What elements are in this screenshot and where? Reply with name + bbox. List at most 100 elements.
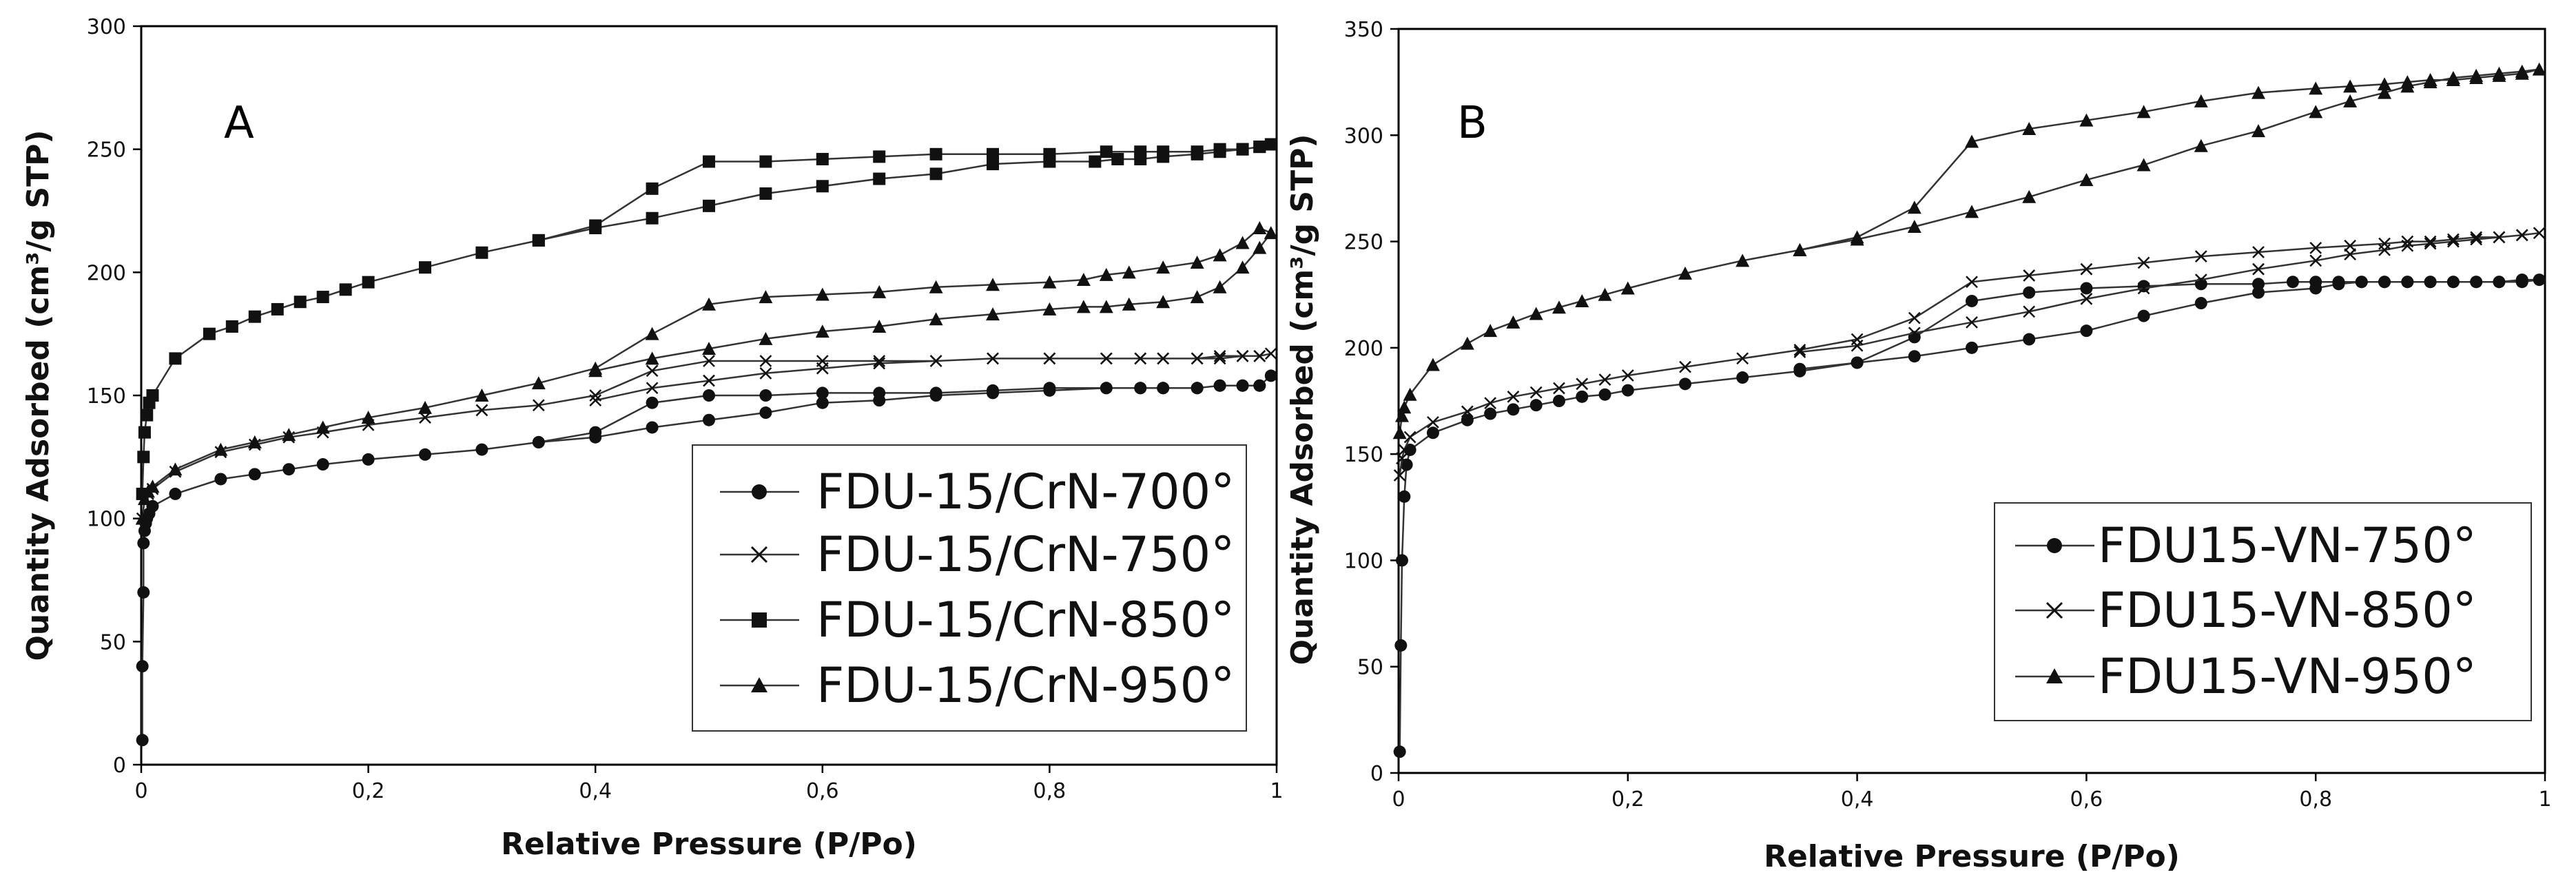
panel-b-series-0-point <box>1398 490 1411 503</box>
panel-a-series-2-point <box>532 234 545 247</box>
panel-a-series-3-point <box>645 327 659 340</box>
panel-a-legend: FDU-15/CrN-700° FDU-15/CrN-750° FDU-15/C… <box>692 444 1247 732</box>
panel-a-series-0-point <box>703 389 715 402</box>
panel-a-series-1-line <box>141 353 1272 519</box>
panel-b-series-0-point <box>1393 745 1406 758</box>
panel-a-x-axis-title: Relative Pressure (P/Po) <box>501 827 917 862</box>
panel-b-series-1-point <box>2401 235 2414 248</box>
panel-a-series-0-point <box>759 406 772 420</box>
panel-b-series-1-point <box>2424 237 2437 250</box>
panel-a-series-3-point <box>531 376 546 390</box>
legend-b-label-850: FDU15-VN-850° <box>2098 582 2477 639</box>
panel-a-series-2-point <box>419 261 431 274</box>
panel-a-series-3-point <box>1076 273 1091 287</box>
panel-b-y-tick-label: 150 <box>1344 443 1383 467</box>
panel-b-series-0-point <box>2424 276 2437 289</box>
panel-a-series-2-point <box>339 283 352 296</box>
legend-b-label-950: FDU15-VN-950° <box>2098 648 2477 705</box>
panel-a-series-3-point <box>588 364 603 378</box>
panel-b-series-1-point <box>2446 233 2460 246</box>
panel-b-series-1-point <box>1427 415 1439 428</box>
panel-a-series-0-point <box>1134 382 1147 395</box>
panel-a-y-tick-label: 150 <box>87 384 126 409</box>
panel-a-series-3-point <box>316 420 330 434</box>
panel-b-x-axis-title: Relative Pressure (P/Po) <box>1764 839 2180 874</box>
panel-b-series-0-point <box>2401 276 2414 289</box>
panel-a-x-tick-label: 0,8 <box>1033 779 1067 803</box>
panel-b-series-0-point <box>1552 395 1565 407</box>
panel-b-series-2-point <box>1552 300 1566 314</box>
panel-b-series-0-point <box>1793 362 1806 375</box>
panel-a-series-2-point <box>759 187 772 200</box>
panel-b-series-2-point <box>2309 81 2323 95</box>
panel-a-series-3-point <box>1156 295 1171 309</box>
panel-b-series-2-point <box>2194 94 2208 107</box>
panel-b-series-0-point <box>2515 276 2528 289</box>
panel-a-series-3-point <box>361 411 375 424</box>
panel-a-series-2-point <box>293 296 307 309</box>
panel-a-series-2-point <box>1089 155 1102 168</box>
panel-a-series-0-point <box>1100 382 1113 395</box>
panel-a-y-tick-label: 50 <box>100 630 126 654</box>
panel-a-series-0-point <box>1236 379 1249 392</box>
panel-a-series-2-point <box>225 320 238 333</box>
panel-b-series-2-point <box>1598 287 1612 301</box>
panel-b-series-1-point <box>1851 339 1864 352</box>
panel-a-series-2-point <box>873 150 886 163</box>
panel-a-series-0-point <box>646 421 659 434</box>
panel-a-series-3-point <box>872 319 887 333</box>
panel-b-series-0-point <box>2137 280 2150 293</box>
panel-b-series-1-point <box>1793 346 1806 358</box>
legend-b-marker-950 <box>2046 668 2063 683</box>
panel-a-series-3-line <box>141 227 1272 519</box>
panel-b-series-1-point <box>2080 262 2093 276</box>
panel-b-series-1-point <box>2446 235 2460 248</box>
panel-a-series-2-point <box>589 222 602 235</box>
panel-b-series-1-point <box>1679 360 1691 373</box>
panel-b-series-0-point <box>1461 413 1474 426</box>
panel-b-y-tick-label: 350 <box>1344 18 1383 42</box>
panel-b-series-2-point <box>1907 219 1921 233</box>
panel-b-series-2-line <box>1399 68 2540 433</box>
panel-a-series-0-point <box>419 448 431 461</box>
panel-a-series-3-point <box>702 297 716 311</box>
legend-a-marker-700 <box>752 484 767 499</box>
panel-a-series-2-point <box>1191 147 1204 161</box>
panel-a-series-1-point <box>646 382 659 395</box>
panel-a-series-3-point <box>475 389 489 402</box>
panel-a-series-3-point <box>1042 275 1057 289</box>
panel-b-series-0-point <box>1851 356 1864 369</box>
panel-b-series-2-point <box>2252 85 2265 99</box>
panel-b-series-2-point <box>2400 79 2415 93</box>
panel-b-series-1-point <box>1484 397 1497 409</box>
panel-a-series-1-point <box>1043 352 1056 365</box>
panel-b-series-1-point <box>2252 246 2265 258</box>
panel-b-series-2-point <box>1397 400 1412 414</box>
panel-b-series-1-line <box>1399 231 2540 476</box>
panel-b-series-2-point <box>1850 232 1864 246</box>
panel-b-series-2-point <box>1678 266 1692 280</box>
panel-b-series-1-point <box>2137 282 2150 295</box>
panel-a-series-1-point <box>1213 352 1226 365</box>
panel-b-series-2-point <box>2194 138 2208 152</box>
panel-a-series-3-point <box>986 307 1000 321</box>
panel-a-series-3-point <box>759 290 773 304</box>
panel-a-series-0-point <box>646 396 659 409</box>
panel-a-series-0-point <box>873 394 886 407</box>
panel-b-series-0-point <box>2023 333 2036 346</box>
panel-a-series-2-point <box>1264 138 1277 151</box>
panel-b-series-2-point <box>1965 134 1979 148</box>
panel-b-series-0-point <box>2023 286 2036 299</box>
panel-a-series-2-point <box>248 310 261 323</box>
panel-b-x-tick-label: 0,4 <box>1841 787 1874 812</box>
panel-a-x-tick-label: 0,6 <box>806 779 839 803</box>
panel-b-series-1-point <box>2023 269 2036 282</box>
panel-a-series-2-point <box>1100 145 1113 158</box>
panel-b-series-2-point <box>2423 75 2438 89</box>
panel-a-series-3-point <box>1264 226 1278 240</box>
panel-a-series-1-point <box>759 366 772 380</box>
panel-a-y-tick-label: 100 <box>87 508 126 532</box>
panel-a-series-1-point <box>1264 347 1277 360</box>
panel-b-series-0-point <box>2137 309 2150 322</box>
panel-a-series-3-point <box>1235 260 1250 274</box>
